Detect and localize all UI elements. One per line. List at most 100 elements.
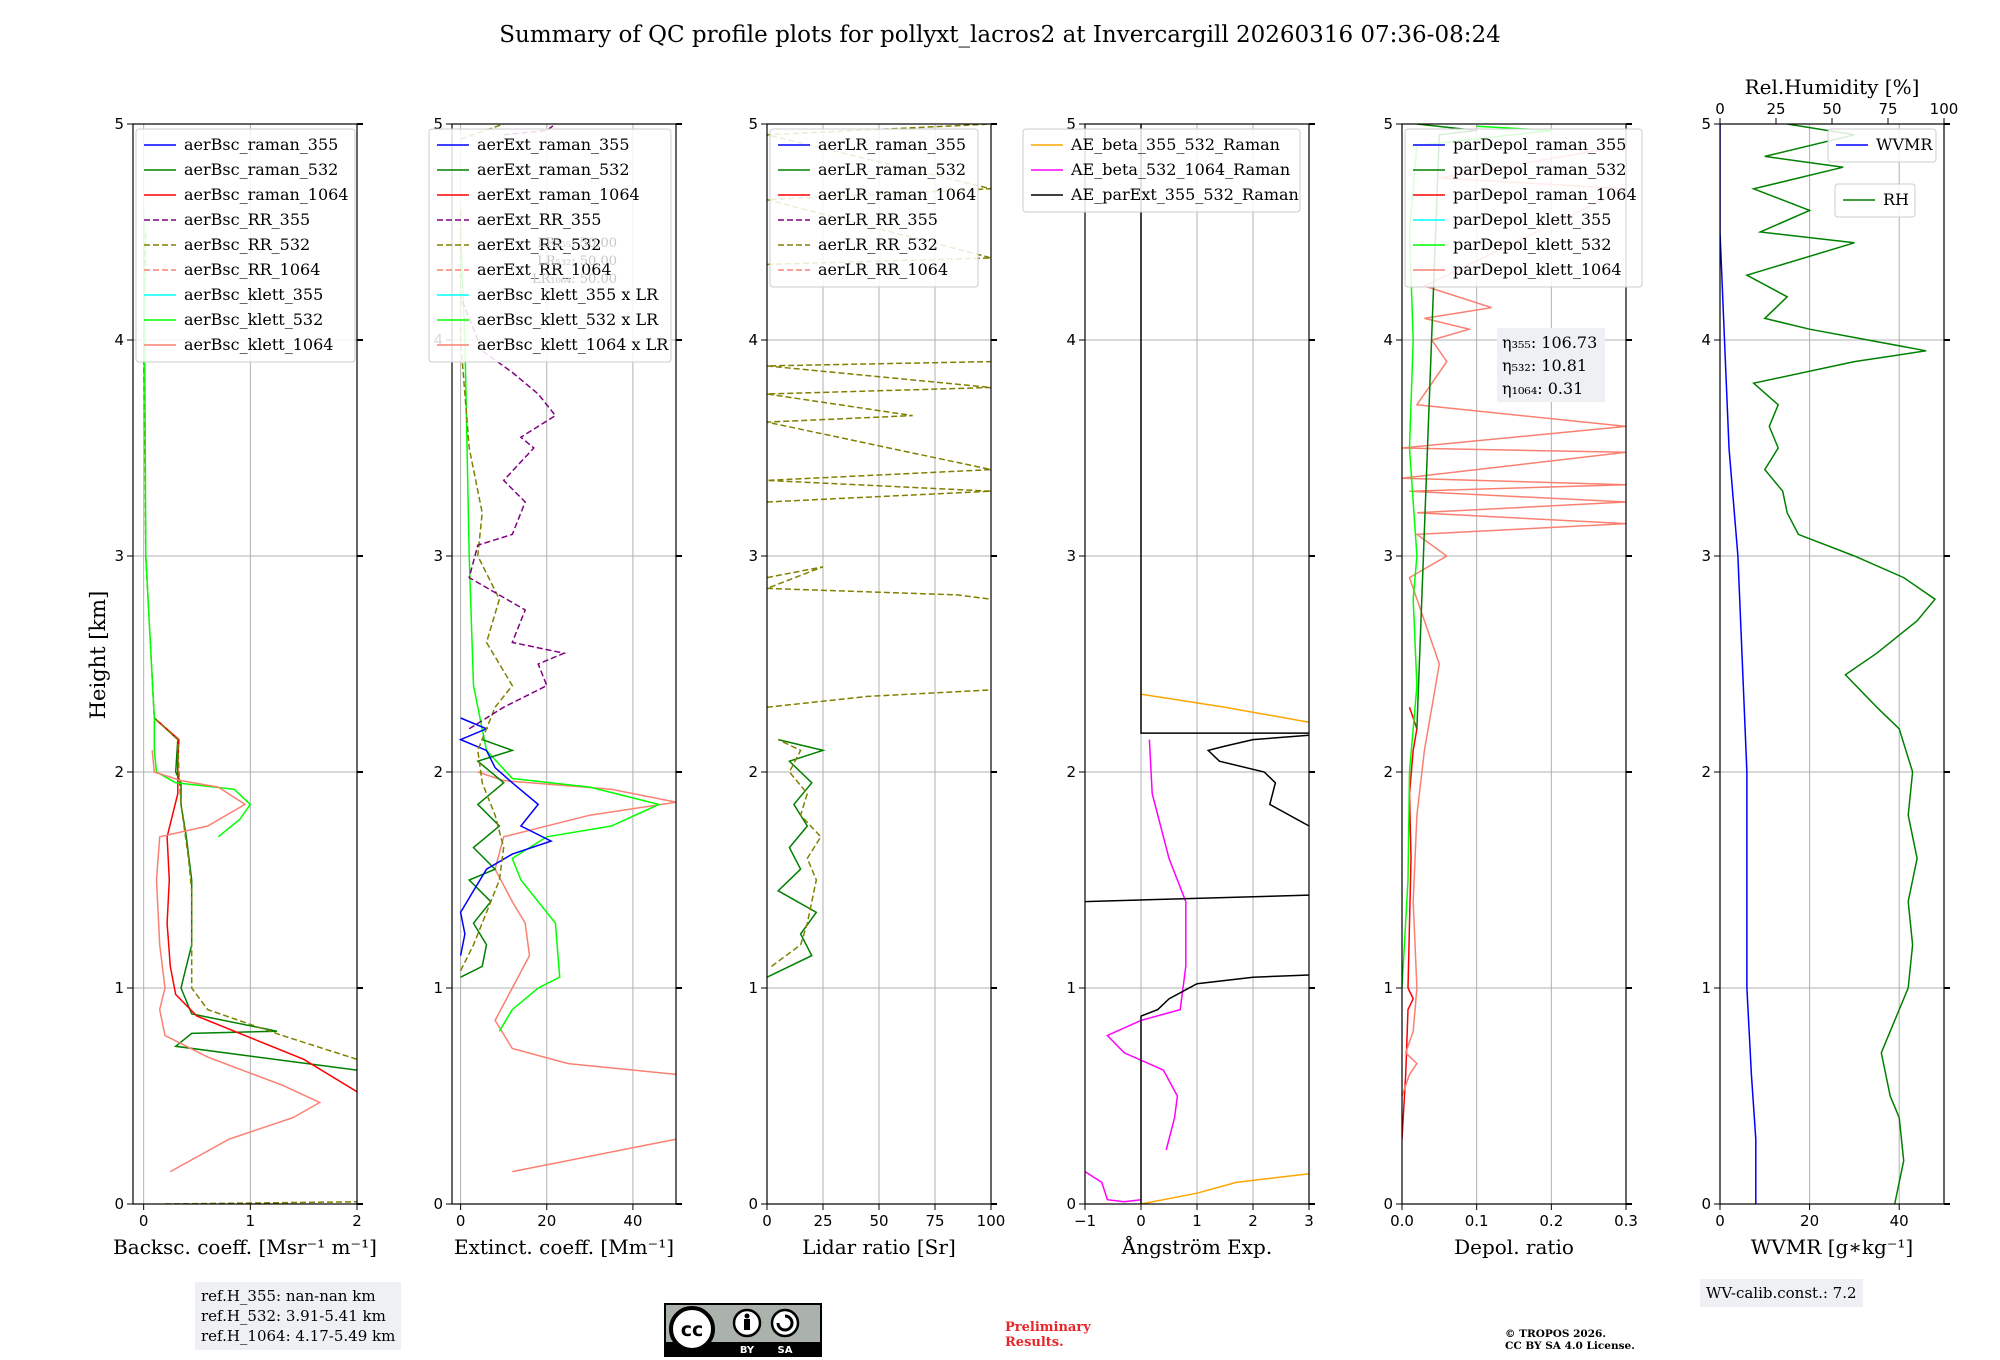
legend-label: RH xyxy=(1883,190,1909,209)
x-tick-label: 0 xyxy=(1715,1212,1725,1230)
legend-label: aerExt_RR_532 xyxy=(477,235,601,254)
series-line xyxy=(1085,894,1309,903)
y-tick-label: 5 xyxy=(433,115,443,133)
legend-label: parDepol_klett_1064 xyxy=(1453,260,1622,279)
legend-label: parDepol_raman_355 xyxy=(1453,135,1626,154)
x-tick-label: 1 xyxy=(1192,1212,1202,1230)
x-axis-label: WVMR [g∗kg⁻¹] xyxy=(1751,1235,1913,1259)
y-tick-label: 2 xyxy=(1701,763,1711,781)
y-tick-label: 4 xyxy=(1066,331,1076,349)
by-label: BY xyxy=(740,1345,755,1356)
x2-tick-label: 25 xyxy=(1766,100,1785,118)
y-tick-label: 3 xyxy=(433,547,443,565)
panel-ext: 02040012345Extinct. coeff. [Mm⁻¹]aerExt_… xyxy=(428,115,682,1259)
legend-label: aerBsc_raman_532 xyxy=(184,160,338,179)
y-tick-label: 3 xyxy=(1701,547,1711,565)
x-tick-label: 0 xyxy=(456,1212,466,1230)
y-tick-label: 1 xyxy=(1701,979,1711,997)
legend-label: aerExt_RR_1064 xyxy=(477,260,612,279)
x-tick-label: 0 xyxy=(139,1212,149,1230)
y-tick-label: 1 xyxy=(114,979,124,997)
series-group-ext xyxy=(458,124,676,1173)
cc-letters: cc xyxy=(681,1319,704,1341)
panel-wv: 0 20 40 0 1 2 3 4 5 WVMR [g∗kg⁻¹] 0 25 50 75 100 Rel.Hu… xyxy=(1701,75,1958,1259)
x-tick-label: 75 xyxy=(925,1212,944,1230)
legend-box xyxy=(1022,128,1301,213)
x-tick-label: 25 xyxy=(813,1212,832,1230)
lr-annotation: LR₅₃₂: 50.00 xyxy=(537,254,617,269)
x-tick-label: 2 xyxy=(352,1212,362,1230)
y-tick-label: 5 xyxy=(748,115,758,133)
legend-label: aerExt_RR_355 xyxy=(477,210,601,229)
x-tick-label: 50 xyxy=(869,1212,888,1230)
axes-frame xyxy=(1401,123,1627,1205)
y-tick-label: 2 xyxy=(1066,763,1076,781)
x2-tick-label: 50 xyxy=(1822,100,1841,118)
legend-label: WVMR xyxy=(1876,135,1933,154)
x-tick-label: 0.0 xyxy=(1390,1212,1414,1230)
eta-box xyxy=(1497,328,1605,402)
x-tick-label: 20 xyxy=(1800,1212,1819,1230)
legend-label: aerLR_RR_355 xyxy=(818,210,938,229)
legend-label: aerExt_raman_355 xyxy=(477,135,630,154)
x2-axis-label: Rel.Humidity [%] xyxy=(1745,75,1920,99)
series-line xyxy=(459,210,514,972)
sa-label: SA xyxy=(778,1345,793,1356)
y-tick-label: 3 xyxy=(1066,547,1076,565)
legend-label: aerBsc_klett_355 x LR xyxy=(477,285,659,304)
y-tick-label: 1 xyxy=(1383,979,1393,997)
y-tick-label: 3 xyxy=(1383,547,1393,565)
lr-annotation: LR₁₀₆₄: 50.00 xyxy=(532,272,617,287)
legend-label: aerBsc_raman_355 xyxy=(184,135,338,154)
series-line xyxy=(1140,124,1309,734)
legend-label: parDepol_raman_532 xyxy=(1453,160,1626,179)
y-tick-label: 0 xyxy=(433,1195,443,1213)
x-tick-label: 3 xyxy=(1304,1212,1314,1230)
panel-depol: 0.0 0.1 0.2 0.3 0 1 2 3 4 5 Depol. ratio parDepol_r… xyxy=(1383,115,1643,1259)
series-line xyxy=(1085,1170,1142,1203)
copyright-line-2: CC BY SA 4.0 License. xyxy=(1505,1340,1635,1352)
legend-label: aerLR_raman_532 xyxy=(818,160,966,179)
x-tick-label: 100 xyxy=(977,1212,1006,1230)
legend-label: aerExt_raman_532 xyxy=(477,160,630,179)
legend-label: parDepol_klett_355 xyxy=(1453,210,1611,229)
panel-bsc: 0 1 2 0 1 2 3 4 5 Backsc. coeff. [Msr⁻¹ m⁻¹] aerBs… xyxy=(113,115,377,1259)
series-line xyxy=(1140,974,1309,1204)
legend-label: aerLR_RR_532 xyxy=(818,235,938,254)
person-head-icon xyxy=(744,1313,750,1319)
legend-box xyxy=(1404,128,1643,288)
legend-label: aerExt_raman_1064 xyxy=(477,185,640,204)
series-line xyxy=(1402,706,1418,1140)
y-tick-label: 3 xyxy=(114,547,124,565)
preliminary-line-2: Results. xyxy=(1005,1335,1064,1350)
y-tick-label: 1 xyxy=(1066,979,1076,997)
legend-label: aerBsc_klett_1064 x LR xyxy=(477,335,669,354)
x2-tick-label: 0 xyxy=(1715,100,1725,118)
x-tick-label: 0.1 xyxy=(1465,1212,1489,1230)
legend-label: parDepol_raman_1064 xyxy=(1453,185,1637,204)
y-tick-label: 1 xyxy=(748,979,758,997)
ref-line-532: ref.H_532: 3.91-5.41 km xyxy=(201,1307,386,1325)
y-tick-label: 0 xyxy=(1066,1195,1076,1213)
y-tick-label: 2 xyxy=(114,763,124,781)
y-tick-label: 5 xyxy=(1383,115,1393,133)
legend-box xyxy=(769,128,979,288)
y-tick-label: 4 xyxy=(1383,331,1393,349)
x-axis-label: Lidar ratio [Sr] xyxy=(802,1235,956,1259)
y-axis-label: Height [km] xyxy=(86,591,110,720)
series-line xyxy=(1106,739,1187,1151)
legend-label: aerBsc_klett_532 xyxy=(184,310,323,329)
x2-tick-label: 100 xyxy=(1930,100,1959,118)
legend-box xyxy=(135,128,356,363)
x-tick-label: 1 xyxy=(246,1212,256,1230)
axes-frame xyxy=(451,123,677,1205)
axes-frame xyxy=(1719,123,1945,1205)
y-tick-label: 4 xyxy=(748,331,758,349)
person-body-icon xyxy=(744,1319,750,1330)
copyright-line-1: © TROPOS 2026. xyxy=(1505,1328,1607,1340)
legend-label: aerBsc_RR_355 xyxy=(184,210,310,229)
eta-label: η₁₀₆₄: 0.31 xyxy=(1502,379,1583,398)
x-tick-label: 20 xyxy=(537,1212,556,1230)
series-line xyxy=(458,717,554,956)
